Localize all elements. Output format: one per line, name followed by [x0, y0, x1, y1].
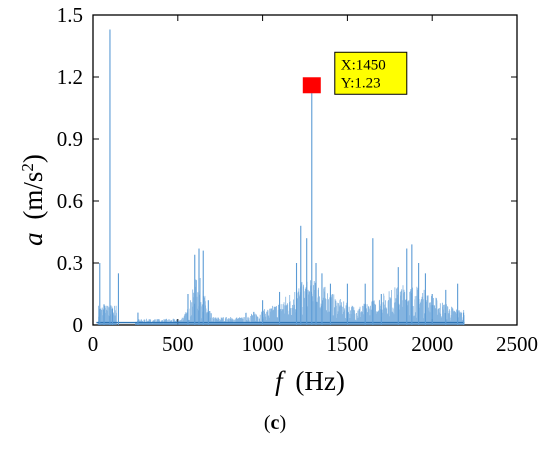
spectrum-series — [96, 29, 465, 325]
x-tick-label: 500 — [162, 332, 194, 356]
y-tick-label: 0 — [73, 313, 84, 337]
x-tick-label: 1500 — [326, 332, 368, 356]
peak-marker — [302, 77, 321, 94]
axes: 0 500 1000 1500 2000 2500 0 0.3 0.6 0.9 1.2 1.5 — [57, 3, 538, 356]
y-tick-label: 0.9 — [57, 127, 83, 151]
y-tick-label: 1.5 — [57, 3, 83, 27]
x-tick-label: 0 — [88, 332, 99, 356]
datatip-x: X:1450 — [341, 57, 386, 73]
datatip-box — [334, 51, 408, 95]
x-tick-label: 1000 — [242, 332, 284, 356]
spectrum-noise — [97, 278, 465, 325]
y-tick-label: 0.6 — [57, 189, 83, 213]
y-tick-label: 0.3 — [57, 251, 83, 275]
datatip-y: Y:1.23 — [341, 75, 381, 91]
x-tick-label: 2500 — [496, 332, 538, 356]
spectrum-chart: 0 500 1000 1500 2000 2500 0 0.3 0.6 0.9 1.2 1.5 X:1… — [18, 3, 539, 396]
figure-caption: (c) — [263, 412, 287, 434]
y-tick-label: 1.2 — [57, 65, 83, 89]
plot-frame — [92, 14, 518, 326]
x-tick-label: 2000 — [411, 332, 453, 356]
y-axis-label: a (m/s2) — [18, 154, 49, 246]
peak-annotation: X:1450 Y:1.23 — [302, 51, 408, 95]
x-axis-label: f (Hz) — [275, 366, 345, 396]
